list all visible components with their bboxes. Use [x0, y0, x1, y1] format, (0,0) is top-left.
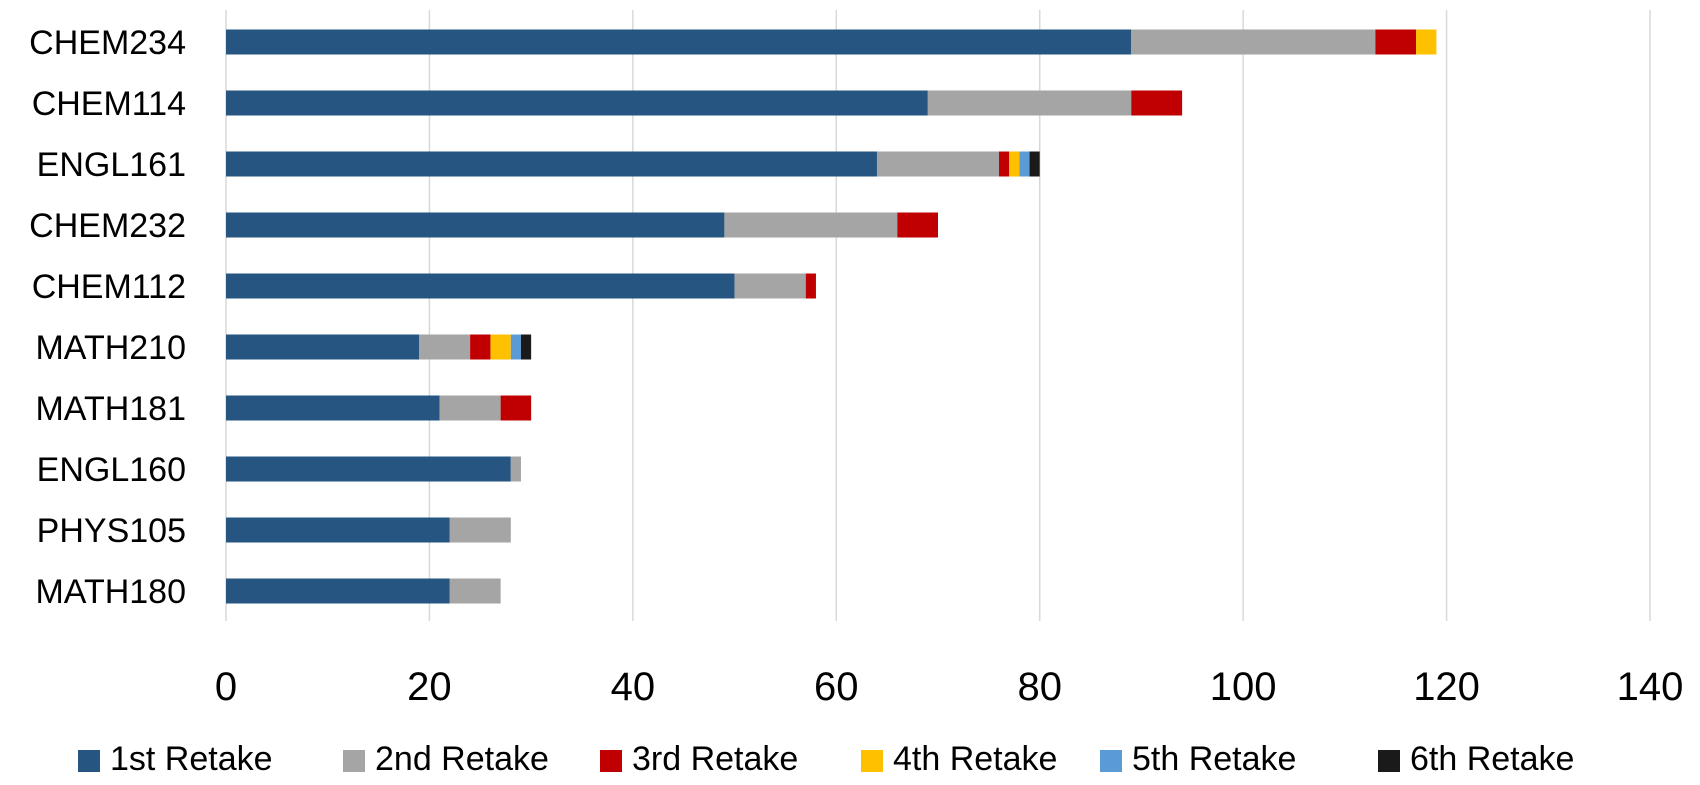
legend-swatch [1378, 750, 1400, 772]
legend-label: 6th Retake [1410, 740, 1574, 778]
legend-label: 2nd Retake [375, 740, 549, 778]
category-label: PHYS105 [37, 512, 186, 550]
bar-segment [226, 212, 725, 238]
bar-segment [1029, 151, 1040, 177]
bar-segment [226, 151, 877, 177]
bar-segment [490, 334, 511, 360]
category-label: CHEM114 [32, 85, 186, 123]
bar-segment [1416, 29, 1437, 55]
bar-segment [226, 517, 450, 543]
bar-segment [734, 273, 806, 299]
category-label: CHEM232 [29, 207, 186, 245]
legend-label: 3rd Retake [632, 740, 798, 778]
category-label: CHEM112 [32, 268, 186, 306]
bar-segment [510, 334, 521, 360]
legend-swatch [78, 750, 100, 772]
bar-segment [1131, 29, 1376, 55]
category-label: MATH181 [35, 390, 186, 428]
bar-segment [439, 395, 501, 421]
x-tick-label: 40 [611, 665, 656, 709]
legend-swatch [861, 750, 883, 772]
bar-segment [1131, 90, 1183, 116]
legend-label: 5th Retake [1132, 740, 1296, 778]
legend-label: 1st Retake [110, 740, 273, 778]
bar-segment [226, 456, 511, 482]
category-labels: CHEM234 CHEM114 ENGL161 CHEM232 CHEM112 MATH2… [29, 24, 186, 611]
legend-label: 4th Retake [893, 740, 1057, 778]
bar-segment [1019, 151, 1030, 177]
bar-segment [226, 395, 440, 421]
bar-segment [999, 151, 1010, 177]
legend-swatch [600, 750, 622, 772]
bar-segment [927, 90, 1132, 116]
bar-segment [500, 395, 532, 421]
bar-segment [226, 29, 1132, 55]
bar-segment [226, 334, 420, 360]
legend-swatch [343, 750, 365, 772]
x-tick-label: 0 [215, 665, 237, 709]
x-tick-label: 80 [1017, 665, 1062, 709]
x-tick-label: 20 [407, 665, 452, 709]
x-tick-label: 60 [814, 665, 859, 709]
category-label: MATH180 [35, 573, 186, 611]
bar-segment [876, 151, 1000, 177]
bar-segment [470, 334, 491, 360]
x-tick-label: 120 [1413, 665, 1480, 709]
x-axis-tick-labels: 0 20 40 60 80 100 120 140 [215, 665, 1684, 709]
category-label: MATH210 [35, 329, 186, 367]
x-tick-label: 140 [1617, 665, 1684, 709]
bar-segment [226, 90, 928, 116]
legend-swatch [1100, 750, 1122, 772]
bar-segment [510, 456, 521, 482]
bar-segment [226, 578, 450, 604]
bar-segment [897, 212, 938, 238]
category-label: CHEM234 [29, 24, 186, 62]
bar-segment [1009, 151, 1020, 177]
bar-segment [805, 273, 816, 299]
category-label: ENGL160 [37, 451, 186, 489]
category-label: ENGL161 [37, 146, 186, 184]
bar-segment [449, 578, 501, 604]
legend: 1st Retake 2nd Retake 3rd Retake 4th Retake… [78, 740, 1574, 778]
bar-segment [520, 334, 532, 360]
bar-segment [419, 334, 471, 360]
bar-segment [226, 273, 735, 299]
bar-segment [1375, 29, 1417, 55]
bar-segment [724, 212, 898, 238]
x-tick-label: 100 [1210, 665, 1277, 709]
bar-segment [449, 517, 511, 543]
bars [226, 29, 1437, 604]
